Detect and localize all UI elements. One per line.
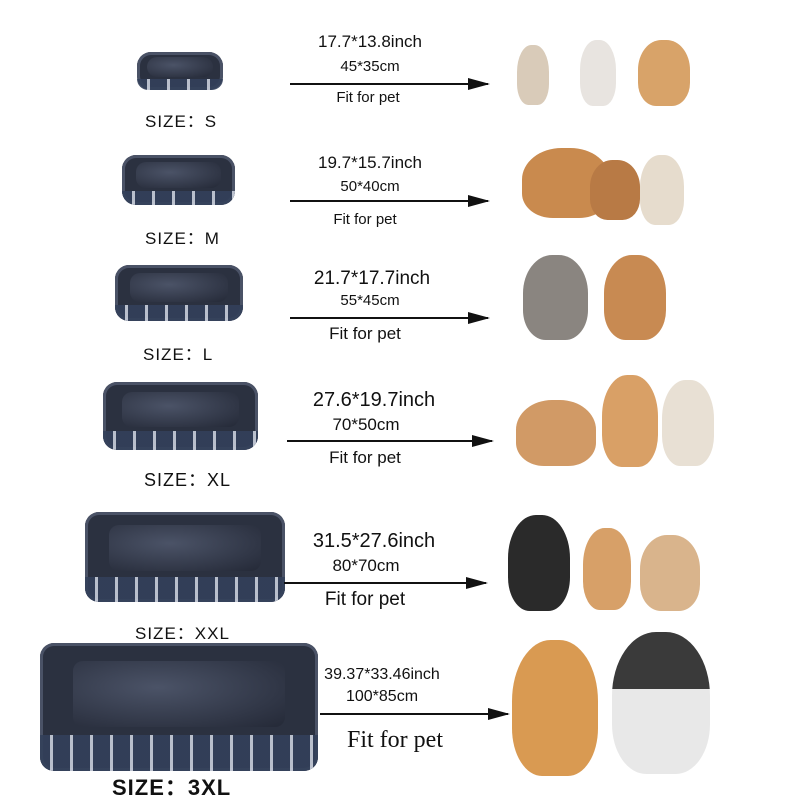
size-label: SIZE：S [145,112,218,131]
pet-bed-l [115,265,243,321]
fit-for-pet-label: Fit for pet [324,589,406,610]
chihuahua-image [604,255,666,340]
dimension-cm: 80*70cm [332,556,400,575]
size-label: SIZE：M [145,229,220,248]
puppy-image [590,160,640,220]
dimension-inch: 19.7*15.7inch [318,153,422,172]
fit-for-pet-label: Fit for pet [336,89,400,106]
pet-bed-3xl [40,643,318,771]
size-label: SIZE：3XL [112,775,232,800]
dimension-inch: 27.6*19.7inch [312,389,436,411]
pet-bed-m [122,155,235,205]
dimension-cm: 50*40cm [340,178,400,195]
size-label: SIZE：XL [144,470,232,490]
corgi-image [583,528,631,610]
size-label: SIZE：L [143,345,214,364]
size-label: SIZE：XXL [135,624,230,643]
dimension-cm: 55*45cm [340,292,400,309]
terrier-image [662,380,714,466]
arrow-icon [290,78,490,90]
kitten-image [580,40,616,106]
arrow-icon [290,195,490,207]
fit-for-pet-label: Fit for pet [329,448,401,467]
arrow-icon [287,435,494,447]
kitten-image [517,45,549,105]
arrow-icon [284,577,488,589]
arrow-icon [320,708,510,720]
fit-for-pet-label: Fit for pet [333,211,397,228]
cat-image [516,400,596,466]
golden-retriever-image [512,640,598,776]
pet-bed-xl [103,382,258,450]
fit-for-pet-label: Fit for pet [329,324,401,343]
pug-image [640,155,684,225]
husky-image [612,632,710,774]
corgi-image [602,375,658,467]
dimension-cm: 70*50cm [332,415,400,434]
fit-for-pet-label: Fit for pet [347,727,443,753]
dimension-cm: 45*35cm [340,58,400,75]
dimension-inch: 17.7*13.8inch [318,32,422,51]
dimension-inch: 31.5*27.6inch [312,530,436,552]
dimension-inch: 39.37*33.46inch [324,666,440,683]
arrow-icon [290,312,490,324]
puppy-image [638,40,690,106]
dimension-inch: 21.7*17.7inch [313,268,431,289]
bulldog-image [640,535,700,611]
cat-image [523,255,588,340]
border-collie-image [508,515,570,611]
pet-bed-s [137,52,223,90]
dimension-cm: 100*85cm [345,688,419,705]
pet-bed-xxl [85,512,285,602]
